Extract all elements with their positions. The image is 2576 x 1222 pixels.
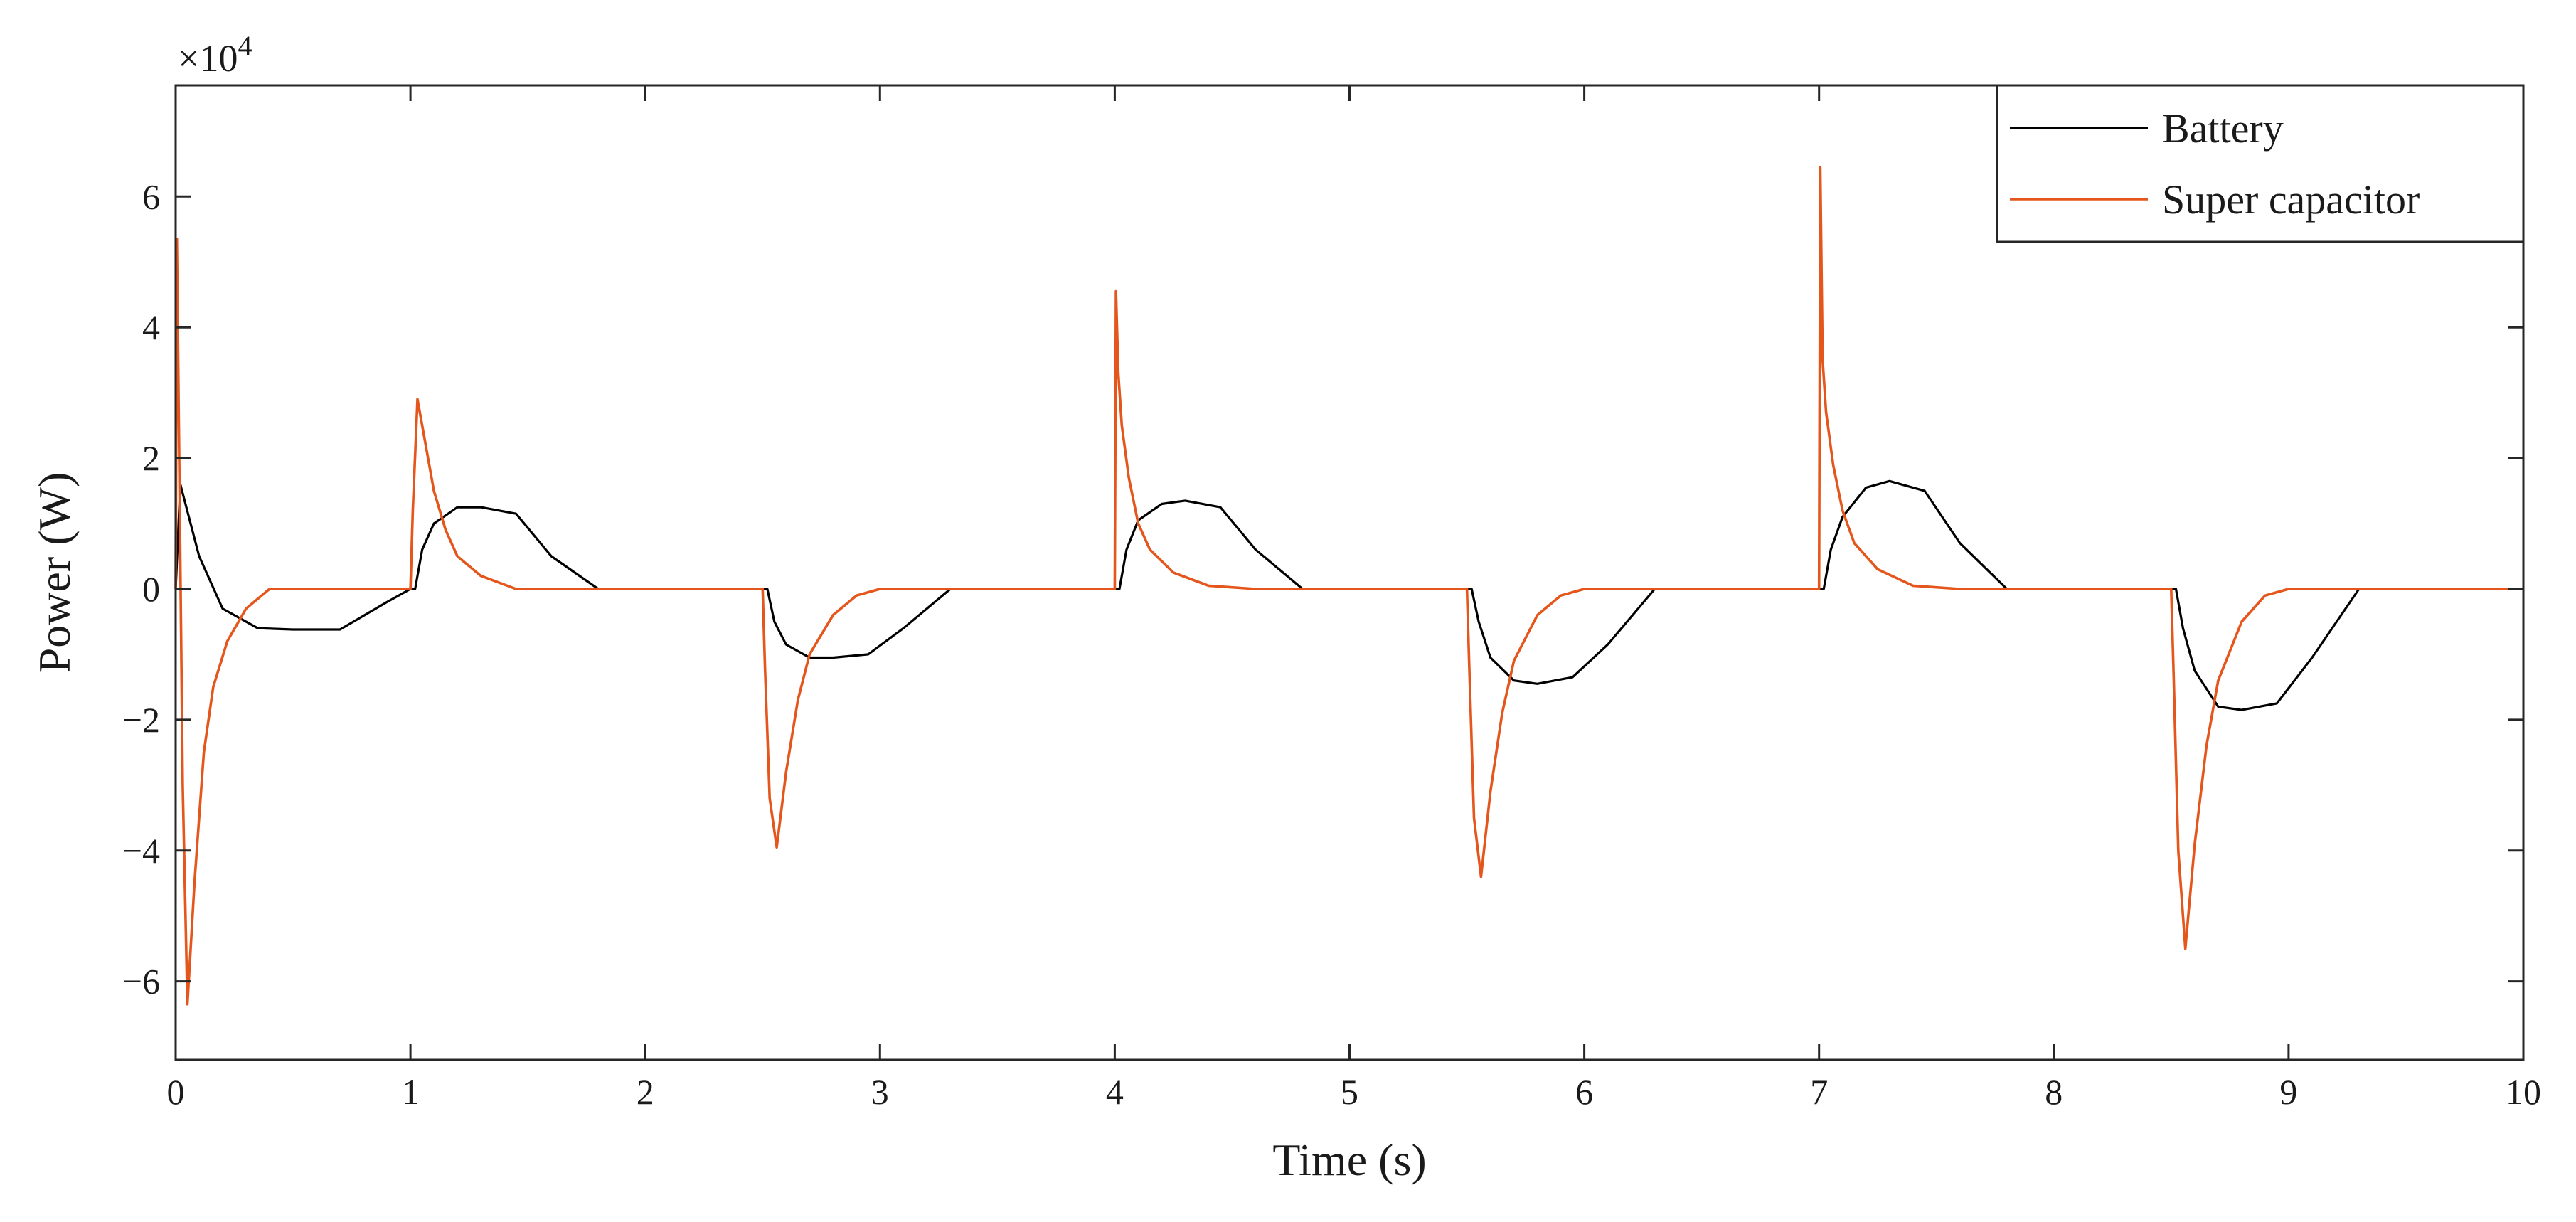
y-exponent-label: ×104 [178, 30, 252, 80]
y-tick-label: −4 [122, 831, 160, 871]
x-tick-label: 9 [2279, 1072, 2297, 1112]
x-tick-label: 7 [1810, 1072, 1828, 1112]
x-axis-label: Time (s) [1272, 1135, 1426, 1185]
y-tick-label: 6 [142, 176, 160, 216]
y-tick-label: 0 [142, 569, 160, 609]
legend: Battery Super capacitor [1996, 84, 2525, 243]
x-tick-label: 0 [167, 1072, 185, 1112]
y-tick-label: 2 [142, 438, 160, 478]
x-tick-label: 6 [1575, 1072, 1593, 1112]
series-line-super-capacitor [174, 166, 2523, 1006]
y-tick-label: −6 [122, 962, 160, 1001]
x-tick-label: 1 [402, 1072, 420, 1112]
x-tick-label: 2 [637, 1072, 654, 1112]
x-tick-label: 5 [1341, 1072, 1358, 1112]
x-tick-label: 3 [871, 1072, 889, 1112]
legend-label: Super capacitor [2162, 176, 2420, 223]
legend-box [1996, 84, 2525, 243]
y-exponent-base: ×10 [178, 37, 238, 80]
x-tick-label: 8 [2045, 1072, 2063, 1112]
x-tick-label: 10 [2506, 1072, 2541, 1112]
legend-label: Battery [2162, 105, 2284, 152]
x-tick-label: 4 [1106, 1072, 1124, 1112]
y-exponent-power: 4 [238, 30, 252, 62]
plot-area [174, 166, 2523, 1006]
y-tick-label: 4 [142, 307, 160, 347]
y-axis-label: Power (W) [29, 472, 80, 674]
y-tick-label: −2 [122, 700, 160, 740]
